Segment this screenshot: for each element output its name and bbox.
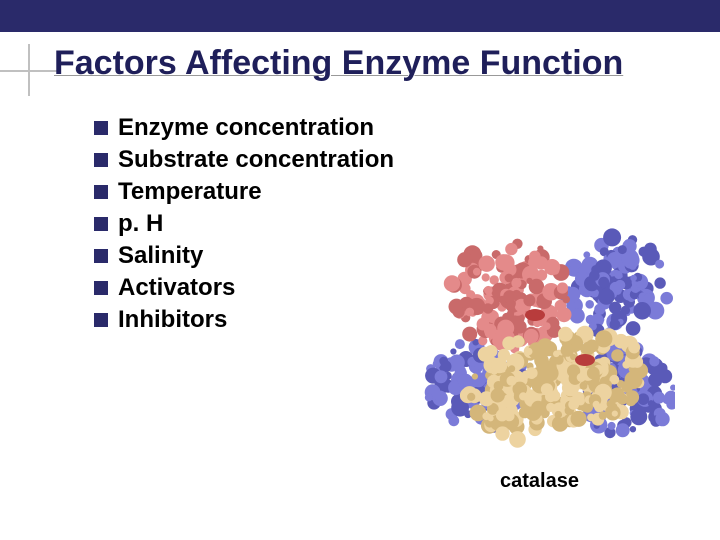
- bullet-item: Substrate concentration: [94, 146, 414, 174]
- slide-title: Factors Affecting Enzyme Function: [54, 44, 623, 83]
- catalase-image: [415, 215, 675, 455]
- bullet-text: p. H: [118, 210, 163, 238]
- bullet-list: Enzyme concentration Substrate concentrat…: [94, 110, 414, 338]
- bullet-text: Inhibitors: [118, 306, 227, 334]
- bullet-marker-icon: [94, 249, 108, 263]
- bullet-item: Enzyme concentration: [94, 114, 414, 142]
- bullet-item: p. H: [94, 210, 414, 238]
- image-caption: catalase: [500, 470, 579, 493]
- bullet-marker-icon: [94, 153, 108, 167]
- bullet-marker-icon: [94, 217, 108, 231]
- bullet-item: Salinity: [94, 242, 414, 270]
- bullet-text: Activators: [118, 274, 235, 302]
- crosshair-v: [28, 44, 30, 96]
- bullet-marker-icon: [94, 185, 108, 199]
- bullet-marker-icon: [94, 281, 108, 295]
- bullet-text: Substrate concentration: [118, 146, 394, 174]
- bullet-marker-icon: [94, 121, 108, 135]
- bullet-marker-icon: [94, 313, 108, 327]
- top-bar: [0, 0, 720, 32]
- bullet-text: Temperature: [118, 178, 262, 206]
- bullet-item: Inhibitors: [94, 306, 414, 334]
- bullet-text: Enzyme concentration: [118, 114, 374, 142]
- bullet-item: Activators: [94, 274, 414, 302]
- bullet-item: Temperature: [94, 178, 414, 206]
- bullet-text: Salinity: [118, 242, 203, 270]
